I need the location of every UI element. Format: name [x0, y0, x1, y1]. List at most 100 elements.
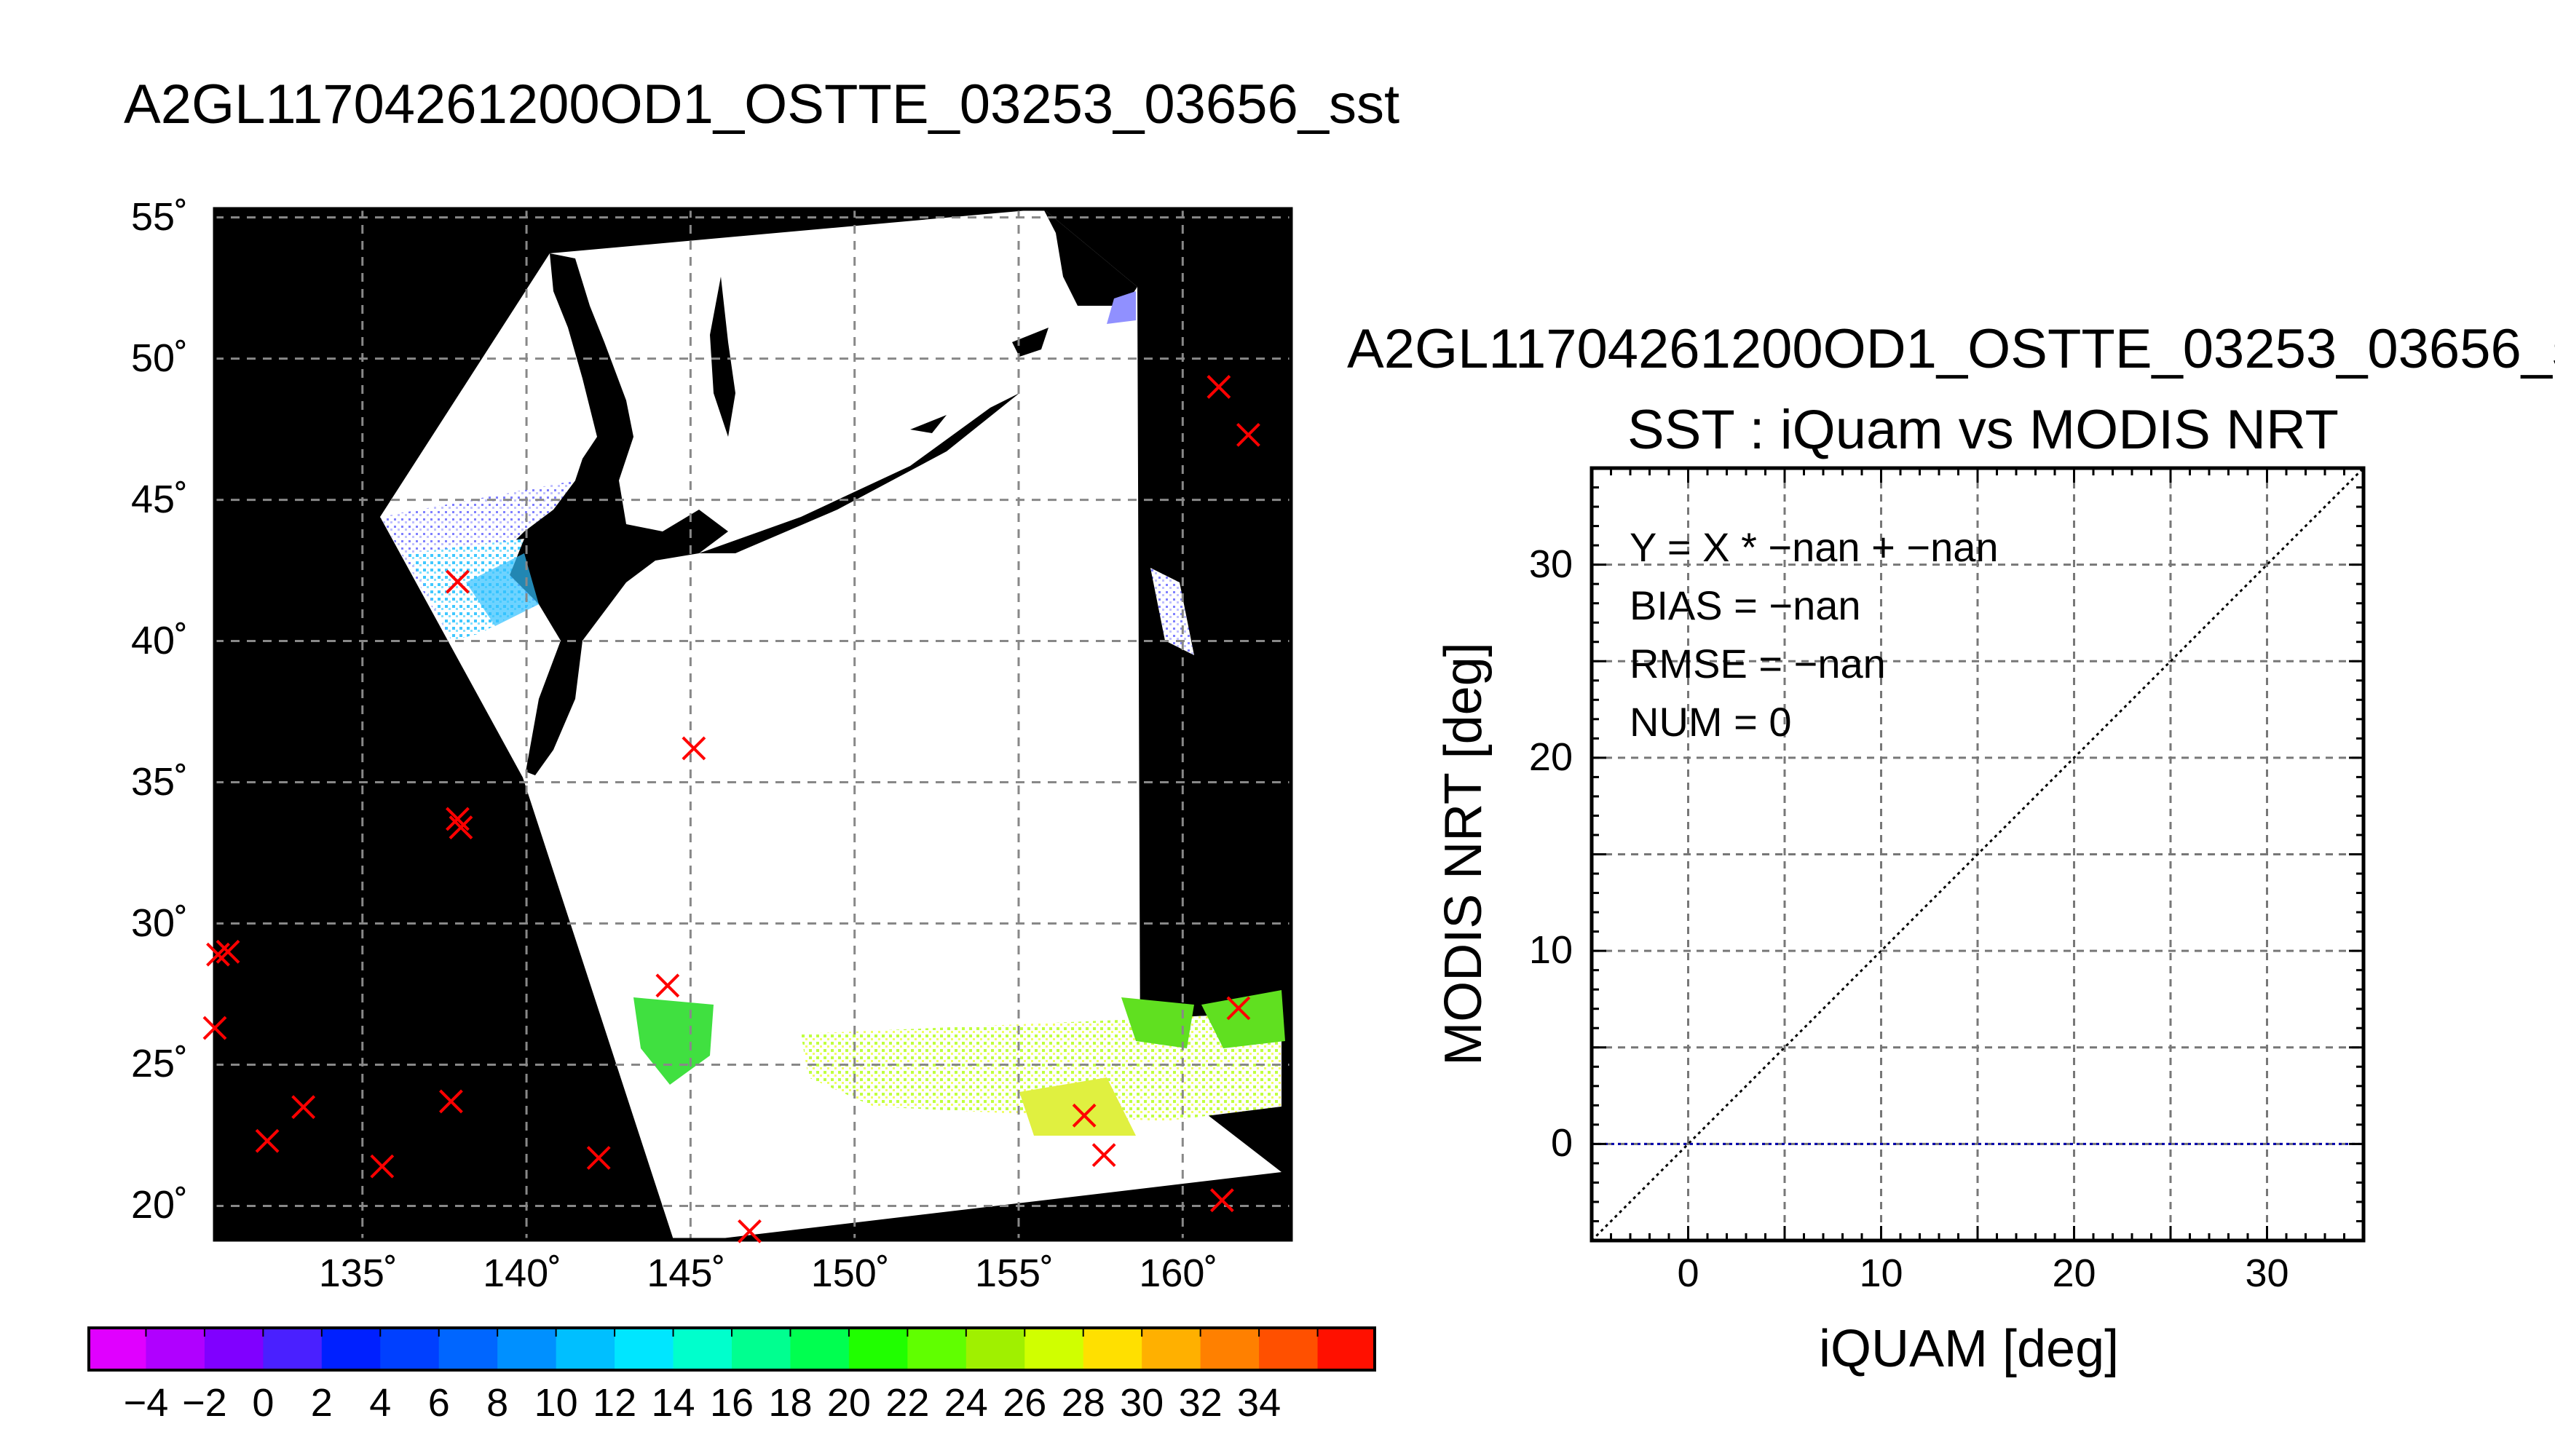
- colorbar-swatch: [380, 1328, 440, 1370]
- iquam-marker: [1209, 1188, 1234, 1213]
- scatter-y-tick-label: 10: [1528, 928, 1573, 973]
- map-grid: [215, 209, 1291, 1240]
- scatter-ticks: [1590, 467, 2365, 1242]
- colorbar-label: 24: [944, 1381, 988, 1425]
- iquam-marker: [206, 942, 230, 967]
- map-frame: [213, 207, 1293, 1242]
- map-lon-label: 160˚: [1139, 1251, 1218, 1295]
- iquam-marker: [446, 569, 470, 594]
- scatter-stats: Y = X * −nan + −nan BIAS = −nan RMSE = −…: [1630, 518, 1999, 751]
- scatter-x-tick-label: 10: [1859, 1251, 1903, 1295]
- colorbar-swatch: [146, 1328, 205, 1370]
- colorbar-label: 34: [1237, 1381, 1282, 1425]
- identity-line: [1590, 467, 2365, 1242]
- iquam-marker: [291, 1095, 316, 1120]
- colorbar-swatch: [1083, 1328, 1143, 1370]
- colorbar-swatch: [1259, 1328, 1319, 1370]
- stat-bias: BIAS = −nan: [1630, 582, 1861, 628]
- iquam-markers: [202, 374, 1260, 1243]
- scatter-subtitle: SST : iQuam vs MODIS NRT: [1627, 399, 2339, 461]
- map-lat-label: 35˚: [131, 759, 189, 804]
- map-lat-label: 25˚: [131, 1042, 189, 1086]
- scatter-x-tick-label: 0: [1677, 1251, 1699, 1295]
- iquam-marker: [255, 1128, 280, 1153]
- colorbar-swatch: [1024, 1328, 1084, 1370]
- iquam-marker: [1236, 422, 1260, 447]
- map-lon-label: 135˚: [318, 1251, 398, 1295]
- iquam-marker: [202, 1016, 227, 1040]
- colorbar-label: 28: [1061, 1381, 1105, 1425]
- colorbar-swatch: [87, 1328, 147, 1370]
- colorbar-label: 22: [885, 1381, 930, 1425]
- land-masses: [502, 209, 1137, 775]
- scatter-x-tick-label: 30: [2245, 1251, 2289, 1295]
- colorbar-swatch: [907, 1328, 967, 1370]
- colorbar-label: 12: [593, 1381, 637, 1425]
- stat-fit: Y = X * −nan + −nan: [1630, 524, 1999, 570]
- colorbar-label: 8: [486, 1381, 509, 1425]
- colorbar-label: 4: [369, 1381, 392, 1425]
- colorbar-swatch: [497, 1328, 557, 1370]
- colorbar-swatch: [204, 1328, 264, 1370]
- iquam-marker: [1207, 374, 1231, 399]
- colorbar-label: 30: [1120, 1381, 1164, 1425]
- iquam-marker: [1072, 1103, 1097, 1128]
- colorbar-swatch: [438, 1328, 499, 1370]
- map-lon-label: 155˚: [974, 1251, 1054, 1295]
- scatter-title: A2GL11704261200OD1_OSTTE_03253_03656_s: [1347, 318, 2555, 380]
- cloud-gaps: [699, 328, 1049, 553]
- colorbar-label: 32: [1178, 1381, 1223, 1425]
- main-title: A2GL11704261200OD1_OSTTE_03253_03656_sst: [124, 74, 1400, 135]
- iquam-marker: [586, 1146, 611, 1170]
- map-lon-label: 145˚: [647, 1251, 726, 1295]
- colorbar-swatch: [965, 1328, 1026, 1370]
- iquam-marker: [446, 807, 470, 831]
- stat-num: NUM = 0: [1630, 699, 1792, 745]
- colorbar-swatch: [673, 1328, 732, 1370]
- iquam-marker: [1091, 1143, 1116, 1168]
- colorbar-label: 2: [310, 1381, 333, 1425]
- scatter-y-tick-label: 20: [1528, 735, 1573, 779]
- colorbar-label: 10: [534, 1381, 578, 1425]
- colorbar-swatch: [263, 1328, 323, 1370]
- scatter-ylabel: MODIS NRT [deg]: [1434, 642, 1493, 1066]
- colorbar-swatch: [556, 1328, 616, 1370]
- scatter-x-tick-label: 20: [2052, 1251, 2096, 1295]
- map-lon-label: 140˚: [483, 1251, 562, 1295]
- scatter-y-tick-label: 30: [1528, 542, 1573, 586]
- colorbar-label: 14: [651, 1381, 695, 1425]
- colorbar-swatch: [1317, 1328, 1376, 1370]
- colorbar-label: −2: [182, 1381, 227, 1425]
- iquam-marker: [738, 1219, 762, 1243]
- iquam-marker: [449, 815, 473, 840]
- map-lat-label: 40˚: [131, 618, 189, 662]
- colorbar-label: 26: [1003, 1381, 1047, 1425]
- colorbar: [87, 1326, 1376, 1372]
- colorbar-swatch: [732, 1328, 791, 1370]
- colorbar-label: 0: [252, 1381, 275, 1425]
- colorbar-label: 16: [709, 1381, 754, 1425]
- stat-rmse: RMSE = −nan: [1630, 641, 1886, 687]
- colorbar-swatch: [615, 1328, 674, 1370]
- iquam-marker: [1226, 996, 1251, 1021]
- colorbar-swatch: [321, 1328, 382, 1370]
- map-lat-label: 55˚: [131, 194, 189, 239]
- colorbar-swatch: [790, 1328, 850, 1370]
- colorbar-label: 20: [826, 1381, 871, 1425]
- iquam-marker: [682, 736, 706, 761]
- colorbar-swatch: [848, 1328, 909, 1370]
- iquam-marker: [439, 1089, 463, 1114]
- colorbar-swatch: [1200, 1328, 1260, 1370]
- colorbar-label: 18: [768, 1381, 813, 1425]
- colorbar-label: 6: [427, 1381, 450, 1425]
- scatter-xlabel: iQUAM [deg]: [1819, 1320, 2120, 1378]
- map-lon-label: 150˚: [810, 1251, 890, 1295]
- iquam-marker: [655, 973, 680, 998]
- colorbar-label: −4: [123, 1381, 169, 1425]
- colorbar-swatch: [1142, 1328, 1201, 1370]
- scatter-y-tick-label: 0: [1550, 1121, 1573, 1166]
- iquam-marker: [370, 1154, 395, 1179]
- map-lat-label: 50˚: [131, 336, 189, 380]
- map-lat-label: 45˚: [131, 477, 189, 521]
